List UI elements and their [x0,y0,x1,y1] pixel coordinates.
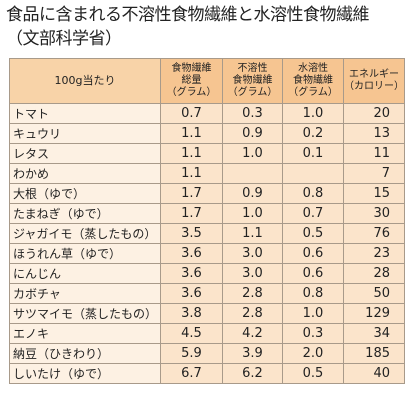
table-cell: 3.9 [222,343,283,364]
column-header: 食物繊維 総量 （グラム） [160,58,223,104]
table-cell: 15 [343,183,405,204]
column-header: 不溶性 食物繊維 （グラム） [222,58,283,104]
table-row: 納豆（ひきわり） 5.9 3.9 2.0 185 [9,343,405,364]
food-name: ほうれん草（ゆで） [9,243,161,264]
table-cell [222,163,283,184]
table-cell: 1.0 [222,143,283,164]
subtitle: （文部科学省） [6,29,122,49]
food-name: 納豆（ひきわり） [9,343,161,364]
column-header: 100g当たり [9,58,161,104]
table-cell: 1.1 [160,143,223,164]
table-row: ジャガイモ（蒸したもの） 3.5 1.1 0.5 76 [9,223,405,244]
table-cell: 6.2 [222,363,283,384]
table-cell: 185 [343,343,405,364]
table-cell: 1.1 [160,163,223,184]
column-header: エネルギー （カロリー） [343,58,405,104]
table-cell: 40 [343,363,405,384]
table-row: たまねぎ（ゆで） 1.7 1.0 0.7 30 [9,203,405,224]
fiber-table: 100g当たり 食物繊維 総量 （グラム） 不溶性 食物繊維 （グラム） 水溶性 食物… [9,58,405,384]
food-name: ジャガイモ（蒸したもの） [9,223,161,244]
table-cell: 0.9 [222,183,283,204]
table-row: エノキ 4.5 4.2 0.3 34 [9,323,405,344]
food-name: エノキ [9,323,161,344]
table-cell: 4.2 [222,323,283,344]
table-row: レタス 1.1 1.0 0.1 11 [9,143,405,164]
food-name: にんじん [9,263,161,284]
table-cell: 0.3 [222,103,283,124]
table-cell: 0.6 [282,243,344,264]
table-cell: 0.5 [282,223,344,244]
food-name: しいたけ（ゆで） [9,363,161,384]
table-row: ほうれん草（ゆで） 3.6 3.0 0.6 23 [9,243,405,264]
table-cell: 1.0 [222,203,283,224]
table-cell [282,163,344,184]
table-cell: 20 [343,103,405,124]
table-cell: 0.6 [282,263,344,284]
food-name: トマト [9,103,161,124]
table-cell: 2.8 [222,303,283,324]
table-cell: 0.9 [222,123,283,144]
table-cell: 3.0 [222,263,283,284]
table-cell: 28 [343,263,405,284]
table-cell: 3.6 [160,243,223,264]
table-cell: 129 [343,303,405,324]
table-cell: 50 [343,283,405,304]
table-cell: 3.5 [160,223,223,244]
table-cell: 1.1 [160,123,223,144]
table-cell: 6.7 [160,363,223,384]
table-cell: 3.6 [160,283,223,304]
table-cell: 1.7 [160,183,223,204]
table-cell: 0.8 [282,183,344,204]
food-name: カボチャ [9,283,161,304]
table-cell: 76 [343,223,405,244]
table-cell: 34 [343,323,405,344]
food-name: 大根（ゆで） [9,183,161,204]
table-cell: 11 [343,143,405,164]
table-row: カボチャ 3.6 2.8 0.8 50 [9,283,405,304]
table-body: トマト 0.7 0.3 1.0 20 キュウリ 1.1 0.9 0.2 13 レタス 1.1 1.0 0.… [9,103,405,384]
food-name: レタス [9,143,161,164]
table-cell: 5.9 [160,343,223,364]
food-name: わかめ [9,163,161,184]
table-cell: 3.8 [160,303,223,324]
table-cell: 1.1 [222,223,283,244]
table-cell: 3.0 [222,243,283,264]
food-name: たまねぎ（ゆで） [9,203,161,224]
table-cell: 3.6 [160,263,223,284]
table-cell: 0.7 [160,103,223,124]
table-row: トマト 0.7 0.3 1.0 20 [9,103,405,124]
table-cell: 0.7 [282,203,344,224]
title: 食品に含まれる不溶性食物繊維と水溶性食物繊維 [6,5,370,25]
table-cell: 2.0 [282,343,344,364]
table-cell: 2.8 [222,283,283,304]
table-cell: 4.5 [160,323,223,344]
table-cell: 0.5 [282,363,344,384]
table-cell: 0.1 [282,143,344,164]
table-row: サツマイモ（蒸したもの） 3.8 2.8 1.0 129 [9,303,405,324]
food-name: サツマイモ（蒸したもの） [9,303,161,324]
table-cell: 1.0 [282,103,344,124]
table-cell: 13 [343,123,405,144]
table-cell: 0.8 [282,283,344,304]
table-cell: 23 [343,243,405,264]
food-name: キュウリ [9,123,161,144]
table-row: しいたけ（ゆで） 6.7 6.2 0.5 40 [9,363,405,384]
table-row: にんじん 3.6 3.0 0.6 28 [9,263,405,284]
table-row: キュウリ 1.1 0.9 0.2 13 [9,123,405,144]
table-cell: 0.3 [282,323,344,344]
column-header: 水溶性 食物繊維 （グラム） [282,58,344,104]
table-cell: 30 [343,203,405,224]
table-cell: 1.7 [160,203,223,224]
table-row: 大根（ゆで） 1.7 0.9 0.8 15 [9,183,405,204]
header-row: 100g当たり 食物繊維 総量 （グラム） 不溶性 食物繊維 （グラム） 水溶性 食物… [9,58,405,104]
table-cell: 7 [343,163,405,184]
table-row: わかめ 1.1 7 [9,163,405,184]
table-cell: 1.0 [282,303,344,324]
table-cell: 0.2 [282,123,344,144]
